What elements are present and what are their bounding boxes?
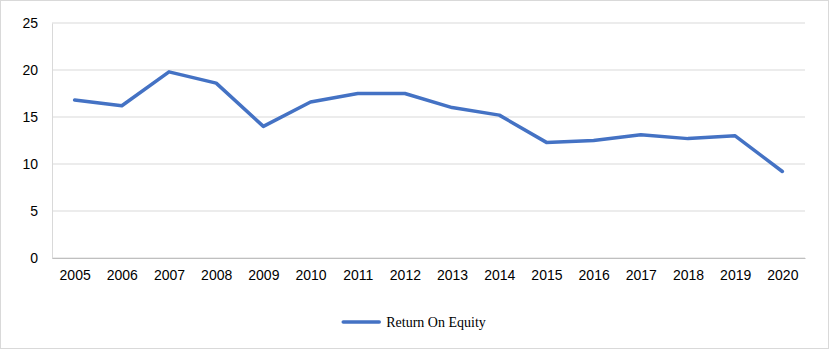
- y-tick-label: 20: [22, 62, 38, 78]
- x-tick: 2016: [579, 258, 610, 283]
- x-tick: 2010: [295, 258, 326, 283]
- y-tick-label: 0: [30, 250, 38, 266]
- x-tick: 2014: [484, 258, 515, 283]
- x-axis-line: [53, 258, 806, 259]
- grid-line: [52, 70, 805, 71]
- y-axis: 0 5 10 15 20 25: [22, 15, 52, 266]
- y-tick: 15: [22, 109, 52, 125]
- x-tick-label: 2011: [343, 267, 373, 283]
- grid-line: [52, 211, 805, 212]
- grid: [52, 23, 805, 258]
- x-tick-label: 2010: [295, 267, 326, 283]
- legend-swatch: [343, 320, 379, 324]
- x-tick-label: 2008: [201, 267, 232, 283]
- y-tick-label: 10: [22, 156, 38, 172]
- legend-item: Return On Equity: [343, 315, 486, 330]
- x-tick-label: 2017: [626, 267, 657, 283]
- x-axis: 2005 2006 2007 2008 2009 2010 2011 2012 2013 2014…: [53, 258, 806, 283]
- x-tick-label: 2005: [60, 267, 91, 283]
- legend: Return On Equity: [343, 315, 486, 330]
- x-tick-label: 2016: [579, 267, 610, 283]
- x-tick: 2008: [201, 258, 232, 283]
- x-tick-label: 2015: [531, 267, 562, 283]
- x-tick-label: 2009: [248, 267, 279, 283]
- y-tick-label: 15: [22, 109, 38, 125]
- y-tick: 20: [22, 62, 52, 78]
- grid-line: [52, 23, 805, 24]
- x-tick: 2019: [720, 258, 751, 283]
- marks: [75, 72, 783, 172]
- y-tick: 5: [30, 203, 52, 219]
- legend-label: Return On Equity: [386, 315, 486, 330]
- x-tick: 2018: [673, 258, 704, 283]
- x-tick: 2015: [531, 258, 562, 283]
- y-tick-label: 5: [30, 203, 38, 219]
- chart: 0510152025200520062007200820092010201120…: [0, 0, 829, 349]
- y-tick-label: 25: [22, 15, 38, 31]
- x-tick: 2013: [437, 258, 468, 283]
- x-tick-label: 2006: [107, 267, 138, 283]
- x-tick: 2011: [343, 258, 373, 283]
- x-tick-label: 2007: [154, 267, 185, 283]
- x-tick-label: 2014: [484, 267, 515, 283]
- x-tick: 2017: [626, 258, 657, 283]
- x-tick-label: 2012: [390, 267, 421, 283]
- y-tick: 25: [22, 15, 52, 31]
- x-tick-label: 2018: [673, 267, 704, 283]
- x-tick: 2005: [60, 258, 91, 283]
- grid-line: [52, 117, 805, 118]
- y-tick: 0: [30, 250, 52, 266]
- x-tick: 2006: [107, 258, 138, 283]
- x-tick: 2020: [767, 258, 798, 283]
- x-tick-label: 2019: [720, 267, 751, 283]
- grid-line: [52, 258, 805, 259]
- series-line: [75, 72, 783, 172]
- plot: 0510152025200520062007200820092010201120…: [22, 15, 805, 283]
- y-axis-line: [52, 24, 53, 259]
- x-tick: 2009: [248, 258, 279, 283]
- y-tick: 10: [22, 156, 52, 172]
- x-tick: 2012: [390, 258, 421, 283]
- x-tick: 2007: [154, 258, 185, 283]
- x-tick-label: 2020: [767, 267, 798, 283]
- grid-line: [52, 164, 805, 165]
- chart-frame: [1, 1, 829, 349]
- x-tick-label: 2013: [437, 267, 468, 283]
